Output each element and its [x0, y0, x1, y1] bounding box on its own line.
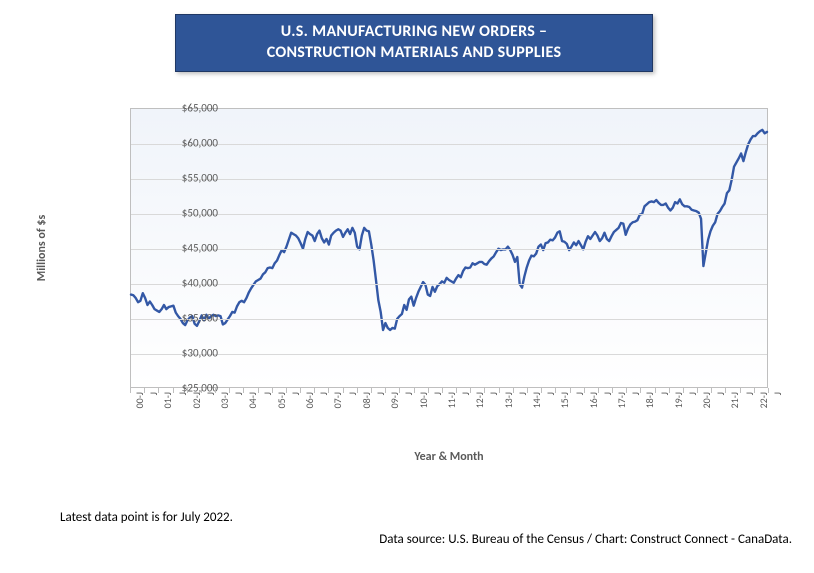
- y-tick-label: $60,000: [140, 137, 218, 150]
- chart-title-box: U.S. MANUFACTURING NEW ORDERS – CONSTRUC…: [175, 14, 653, 72]
- footer-latest-note: Latest data point is for July 2022.: [60, 510, 233, 525]
- x-tick-label: 04-J: [246, 392, 259, 408]
- x-tick-label: 07-J: [331, 392, 344, 408]
- x-tick-label: 11-J: [445, 392, 458, 408]
- x-axis-label: Year & Month: [130, 450, 768, 464]
- x-tick-label: 08-J: [360, 392, 373, 408]
- footer-source-note: Data source: U.S. Bureau of the Census /…: [379, 532, 792, 547]
- y-tick-label: $50,000: [140, 207, 218, 220]
- y-tick-label: $30,000: [140, 347, 218, 360]
- plot-area: [130, 108, 768, 388]
- x-tick-label: 19-J: [672, 392, 685, 408]
- x-tick-label: 12-J: [473, 392, 486, 408]
- y-tick-label: $45,000: [140, 242, 218, 255]
- x-tick-label: J: [771, 392, 784, 395]
- line-chart-svg: [131, 109, 767, 387]
- x-tick-label: 13-J: [502, 392, 515, 408]
- y-tick-label: $35,000: [140, 312, 218, 325]
- x-tick-label: 03-J: [218, 392, 231, 408]
- x-tick-label: 17-J: [615, 392, 628, 408]
- x-tick-label: 16-J: [587, 392, 600, 408]
- x-tick-label: 22-J: [757, 392, 770, 408]
- x-tick-label: 05-J: [275, 392, 288, 408]
- x-tick-label: 06-J: [303, 392, 316, 408]
- x-tick-label: 21-J: [728, 392, 741, 408]
- x-tick-label: 20-J: [700, 392, 713, 408]
- chart-title-line1: U.S. MANUFACTURING NEW ORDERS –: [176, 22, 652, 43]
- y-tick-label: $55,000: [140, 172, 218, 185]
- chart-container: Millions of $s 00-J J01-J J02-J J03-J J0…: [48, 98, 778, 480]
- y-tick-label: $65,000: [140, 102, 218, 115]
- x-tick-label: 15-J: [558, 392, 571, 408]
- x-tick-label: 09-J: [388, 392, 401, 408]
- y-axis-label: Millions of $s: [35, 215, 49, 282]
- x-tick-label: 14-J: [530, 392, 543, 408]
- data-line: [131, 130, 767, 330]
- y-tick-label: $40,000: [140, 277, 218, 290]
- x-tick-label: 18-J: [643, 392, 656, 408]
- y-tick-label: $25,000: [140, 382, 218, 395]
- x-ticks-container: 00-J J01-J J02-J J03-J J04-J J05-J J06-J…: [130, 392, 768, 452]
- chart-title-line2: CONSTRUCTION MATERIALS AND SUPPLIES: [176, 43, 652, 64]
- x-tick-label: 10-J: [417, 392, 430, 408]
